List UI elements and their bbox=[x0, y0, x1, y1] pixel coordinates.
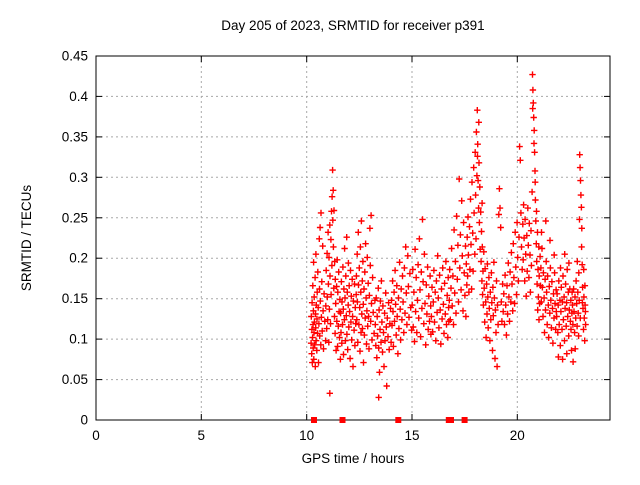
x-tick-label: 15 bbox=[404, 428, 419, 443]
tick-labels: 0 5 10 15 20 0 0.05 0.1 0.15 0.2 0.25 0.3 0.35 0.4 0.4… bbox=[62, 49, 525, 444]
zero-value-marker bbox=[461, 417, 468, 423]
y-tick-label: 0.2 bbox=[69, 251, 88, 266]
x-axis-label: GPS time / hours bbox=[302, 451, 405, 466]
y-tick-label: 0.1 bbox=[69, 332, 88, 347]
x-tick-label: 0 bbox=[92, 428, 100, 443]
chart-title: Day 205 of 2023, SRMTID for receiver p39… bbox=[221, 18, 484, 33]
scatter-series-srmtid bbox=[307, 71, 589, 401]
y-axis-label: SRMTID / TECUs bbox=[19, 185, 34, 292]
x-tick-label: 10 bbox=[299, 428, 314, 443]
y-tick-label: 0.45 bbox=[62, 49, 88, 64]
y-tick-label: 0.25 bbox=[62, 210, 88, 225]
y-tick-label: 0.35 bbox=[62, 129, 88, 144]
y-tick-label: 0.4 bbox=[69, 89, 88, 104]
zero-value-marker bbox=[339, 417, 346, 423]
plot-border bbox=[95, 55, 611, 421]
x-tick-label: 20 bbox=[510, 428, 525, 443]
zero-axis-markers bbox=[311, 417, 468, 423]
x-tick-label: 5 bbox=[198, 428, 206, 443]
zero-value-marker bbox=[311, 417, 317, 423]
y-tick-label: 0 bbox=[80, 413, 88, 428]
zero-value-marker bbox=[395, 417, 402, 423]
data-points bbox=[307, 71, 589, 401]
y-tick-label: 0.3 bbox=[69, 170, 88, 185]
y-tick-label: 0.15 bbox=[62, 291, 88, 306]
y-tick-label: 0.05 bbox=[62, 372, 88, 387]
zero-value-marker bbox=[448, 417, 454, 423]
